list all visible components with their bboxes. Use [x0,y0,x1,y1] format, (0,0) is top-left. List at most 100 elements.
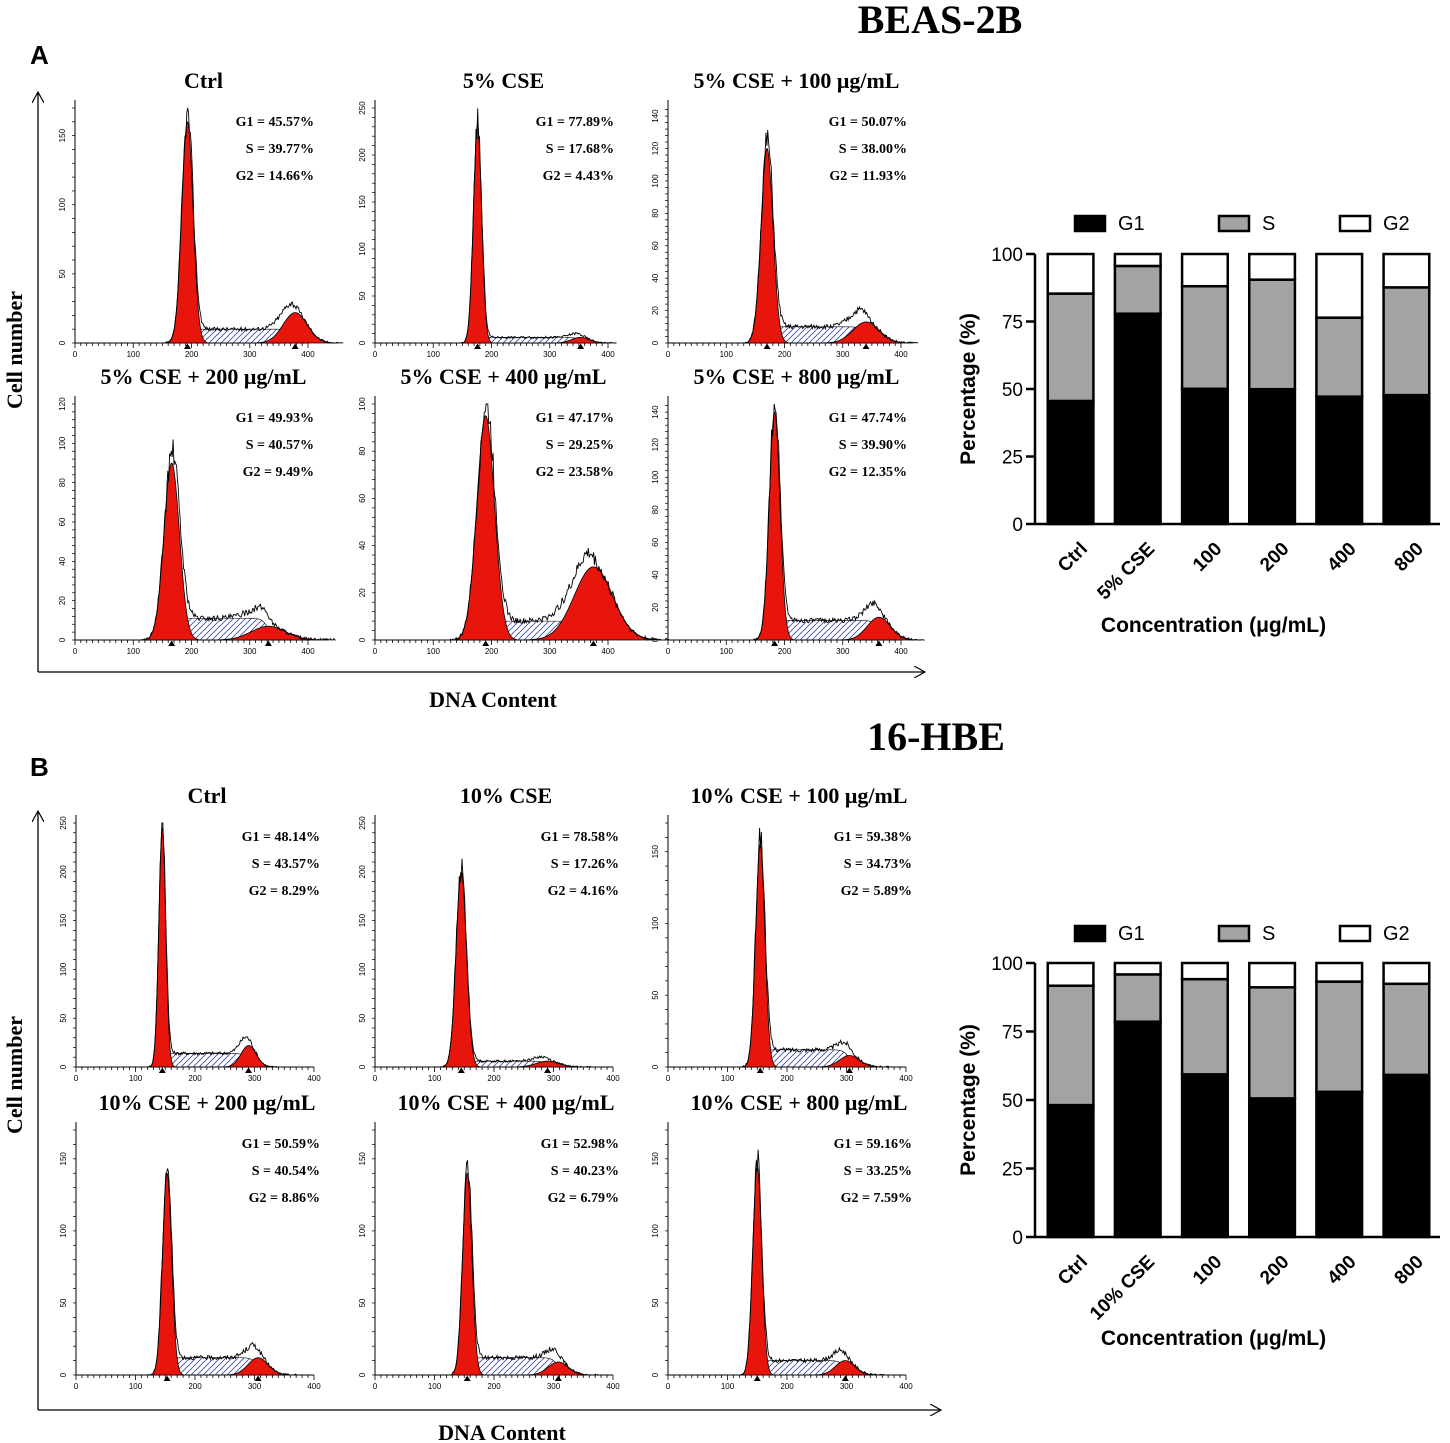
section-A: BEAS-2B A Cell number DNA Content Ctrl G1 = 4… [2,0,1440,712]
x-tick-label: 400 [899,1074,913,1083]
bar-segment-s [1382,286,1431,397]
histogram-title: Ctrl [184,68,223,93]
histogram-panel: 5% CSE + 200 μg/mL G1 = 49.93% S = 40.57% G… [58,364,336,656]
bar-segment-g2 [1315,252,1364,319]
bar-segment-g2 [1382,961,1431,986]
x-tick-label: 300 [248,1382,262,1391]
y-tick-label: 40 [651,570,660,579]
cell-line-title: BEAS-2B [858,0,1023,42]
histogram-title: 10% CSE [460,783,552,808]
y-tick-label: 100 [59,1224,68,1238]
y-tick-label: 250 [358,101,367,115]
phase-percentage-label: G1 = 77.89% [536,115,614,130]
y-tick-label: 80 [58,478,67,487]
bar-segment-g1 [1046,1103,1095,1239]
bar-segment-g2 [1247,961,1297,989]
bar-segment-s [1113,973,1162,1023]
phase-percentage-label: G2 = 5.89% [841,884,912,899]
bar-segment-g2 [1046,252,1095,295]
y-tick-label: 150 [58,128,67,142]
histogram-panel: 10% CSE + 100 μg/mL G1 = 59.38% S = 34.73%… [651,783,913,1083]
y-tick-label: 50 [651,1298,660,1307]
y-tick-label: 60 [651,537,660,546]
x-tick-label: 200 [485,350,499,359]
phase-percentage-label: S = 38.00% [839,142,907,157]
phase-percentage-label: G1 = 47.17% [536,411,614,426]
y-tick-label: 100 [59,962,68,976]
bar-x-axis-label: Concentration (μg/mL) [1101,614,1326,637]
g1-peak [743,843,777,1068]
y-tick-label: 150 [358,195,367,209]
peak-marker [254,1375,262,1381]
x-tick-label: 0 [666,350,671,359]
peak-marker [264,640,272,646]
bar-segment-s [1046,292,1095,403]
y-tick-label: 0 [651,1372,660,1377]
phase-percentage-label: G2 = 8.86% [249,1191,320,1206]
bar-category-label: 100 [1189,539,1226,576]
x-tick-label: 0 [74,1074,79,1083]
x-tick-label: 400 [307,1382,321,1391]
y-tick-label: 140 [651,109,660,123]
y-tick-label: 0 [58,637,67,642]
peak-marker [183,343,191,349]
phase-percentage-label: G1 = 48.14% [242,830,320,845]
histogram-panel: 5% CSE G1 = 77.89% S = 17.68% G2 = 4.43% 0 10… [358,68,617,359]
g1-peak [741,1165,774,1376]
peak-marker [163,1375,171,1381]
y-tick-label: 0 [358,637,367,642]
x-tick-label: 200 [487,1382,501,1391]
x-tick-label: 300 [840,1074,854,1083]
y-tick-label: 20 [651,602,660,611]
legend-label: S [1262,213,1275,235]
bar-segment-s [1247,986,1297,1100]
phase-percentage-label: G2 = 8.29% [249,884,320,899]
histogram-panel: 5% CSE + 100 μg/mL G1 = 50.07% S = 38.00% G… [651,68,919,359]
bar-y-tick-label: 0 [1012,515,1023,536]
histogram-panel: 10% CSE G1 = 78.58% S = 17.26% G2 = 4.16% 0 1… [358,783,620,1083]
phase-percentage-label: S = 17.68% [546,142,614,157]
x-tick-label: 0 [373,647,378,656]
g1-peak [755,411,794,641]
peak-marker [841,1375,849,1381]
raw-histogram-line [148,1168,298,1376]
bar-y-axis-label: Percentage (%) [957,313,980,465]
legend-label: G1 [1118,213,1145,235]
y-tick-label: 50 [651,990,660,999]
y-tick-label: 150 [358,1152,367,1166]
x-tick-label: 300 [836,350,850,359]
bar-segment-g1 [1180,1073,1230,1239]
peak-marker [577,343,585,349]
bar-segment-s [1315,316,1364,398]
y-tick-label: 50 [58,269,67,278]
y-tick-label: 0 [59,1064,68,1069]
peak-marker [291,343,299,349]
bar-segment-g2 [1382,252,1431,289]
phase-percentage-label: S = 40.23% [551,1164,619,1179]
bar-segment-g1 [1180,387,1230,526]
y-tick-label: 150 [358,913,367,927]
bar-segment-g2 [1315,961,1364,983]
x-tick-label: 0 [666,1074,671,1083]
bar-segment-g1 [1113,1020,1162,1239]
x-tick-label: 400 [606,1074,620,1083]
y-tick-label: 60 [358,493,367,502]
histogram-panel: Ctrl G1 = 45.57% S = 39.77% G2 = 14.66% 0 100… [58,68,344,359]
phase-percentage-label: G2 = 7.59% [841,1191,912,1206]
y-tick-label: 150 [59,913,68,927]
x-tick-label: 0 [666,1382,671,1391]
bar-segment-s [1113,264,1162,315]
histogram-title: 5% CSE + 100 μg/mL [694,68,900,93]
legend-swatch-g2 [1338,214,1372,233]
legend-label: S [1262,923,1275,945]
y-tick-label: 120 [58,397,67,411]
peak-marker [589,640,597,646]
phase-percentage-label: G2 = 11.93% [829,169,907,184]
y-tick-label: 100 [651,1224,660,1238]
bar-y-tick-label: 50 [1002,380,1023,401]
y-tick-label: 50 [59,1013,68,1022]
g1-peak [167,121,208,344]
bar-y-tick-label: 75 [1002,1023,1023,1044]
legend-label: G1 [1118,923,1145,945]
peak-marker [862,343,870,349]
